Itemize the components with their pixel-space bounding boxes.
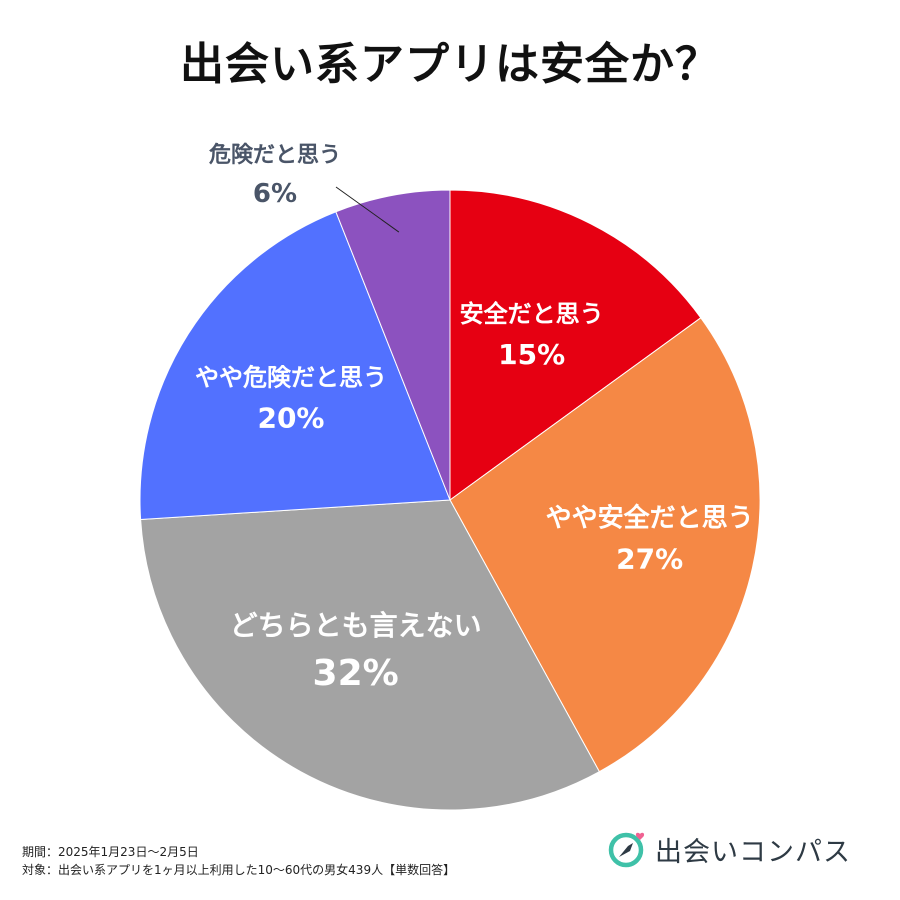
slice-value-5: 6%	[253, 179, 297, 209]
pie-slice-4	[139, 211, 451, 520]
slice-label-3: どちらとも言えない	[230, 609, 482, 642]
slice-label-1: 安全だと思う	[460, 300, 604, 328]
slice-value-4: 20%	[257, 401, 324, 434]
slice-label-2: やや安全だと思う	[546, 503, 754, 534]
slice-value-2: 27%	[616, 543, 683, 576]
footer-notes: 期間：2025年1月23日〜2月5日 対象：出会い系アプリを1ヶ月以上利用した1…	[22, 843, 455, 879]
pie-slice-1	[449, 189, 702, 501]
pie-slice-3	[140, 499, 601, 811]
survey-period: 期間：2025年1月23日〜2月5日	[22, 845, 199, 859]
survey-target: 対象：出会い系アプリを1ヶ月以上利用した10〜60代の男女439人【単数回答】	[22, 863, 456, 877]
compass-logo-icon	[608, 832, 645, 868]
pie-slice-5	[335, 189, 451, 501]
brand-name: 出会いコンパス	[655, 836, 851, 868]
brand-logo: 出会いコンパス	[607, 826, 851, 872]
pie-slice-2	[449, 317, 761, 773]
slice-value-3: 32%	[313, 653, 399, 694]
slice-label-4: やや危険だと思う	[195, 363, 387, 391]
slice-label-5: 危険だと思う	[209, 142, 341, 168]
slice-value-1: 15%	[498, 338, 565, 371]
chart-title: 出会い系アプリは安全か？	[180, 39, 720, 90]
leader-line	[335, 186, 400, 233]
